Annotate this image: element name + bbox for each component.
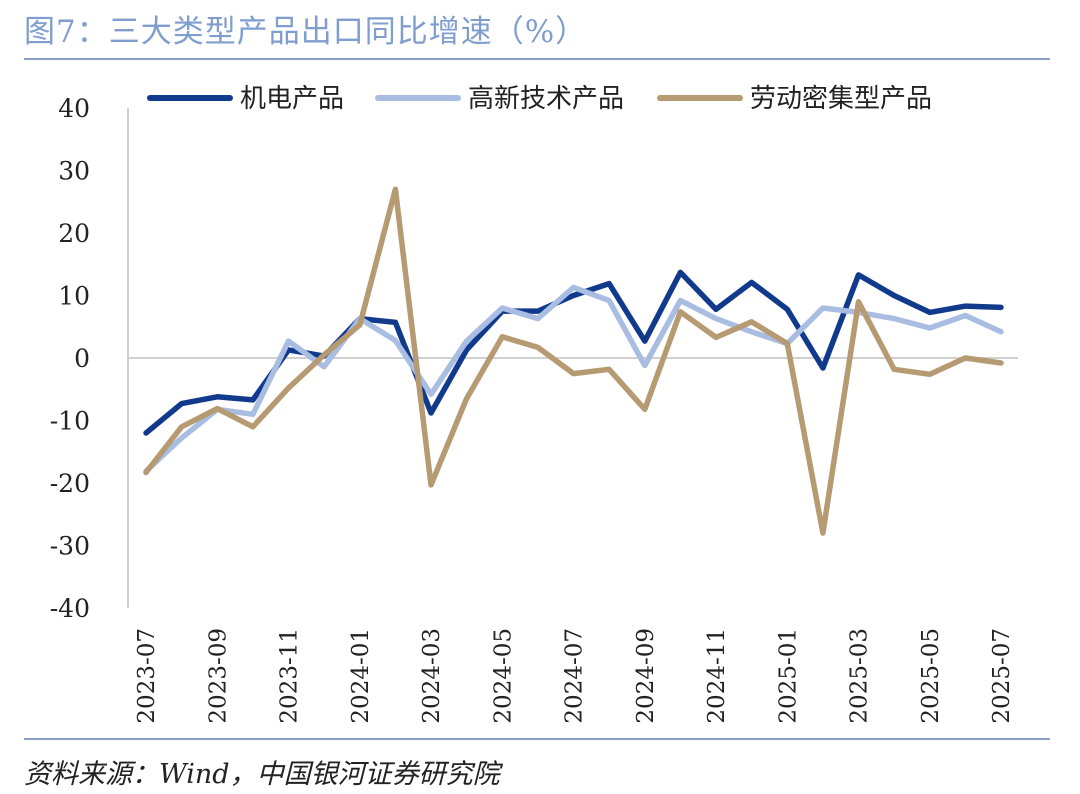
x-tick-label: 2025-03 — [847, 628, 873, 724]
y-tick-label: -20 — [50, 469, 90, 498]
x-tick-label: 2024-03 — [419, 628, 445, 724]
y-tick-label: -30 — [50, 532, 90, 561]
source-divider — [24, 738, 1050, 740]
y-tick-label: 0 — [74, 344, 90, 373]
x-tick-label: 2023-07 — [134, 628, 160, 724]
x-tick-label: 2023-09 — [205, 628, 231, 724]
y-tick-label: 40 — [58, 94, 90, 123]
y-tick-label: 20 — [58, 219, 90, 248]
legend-label-3: 劳动密集型产品 — [750, 84, 932, 114]
source-note: 资料来源：Wind，中国银河证券研究院 — [24, 752, 500, 791]
x-tick-label: 2025-01 — [775, 628, 801, 724]
x-tick-label: 2025-05 — [918, 628, 944, 724]
series-line-3 — [146, 189, 1001, 533]
line-chart: 40 30 20 10 0 -10 -20 -30 -40 2023-07 2023-09 2023-… — [0, 0, 1080, 740]
x-tick-label: 2024-05 — [490, 628, 516, 724]
x-tick-label: 2025-07 — [989, 628, 1015, 724]
y-tick-label: -40 — [50, 594, 90, 623]
x-tick-label: 2023-11 — [277, 628, 303, 724]
x-tick-label: 2024-01 — [348, 628, 374, 724]
legend-label-2: 高新技术产品 — [468, 84, 624, 114]
x-tick-label: 2024-11 — [704, 628, 730, 724]
legend-label-1: 机电产品 — [240, 84, 344, 114]
y-tick-label: 10 — [58, 282, 90, 311]
y-tick-label: 30 — [58, 157, 90, 186]
series-line-2 — [146, 287, 1001, 471]
x-tick-label: 2024-07 — [562, 628, 588, 724]
x-tick-label: 2024-09 — [633, 628, 659, 724]
series-line-1 — [146, 272, 1001, 433]
y-tick-label: -10 — [50, 407, 90, 436]
